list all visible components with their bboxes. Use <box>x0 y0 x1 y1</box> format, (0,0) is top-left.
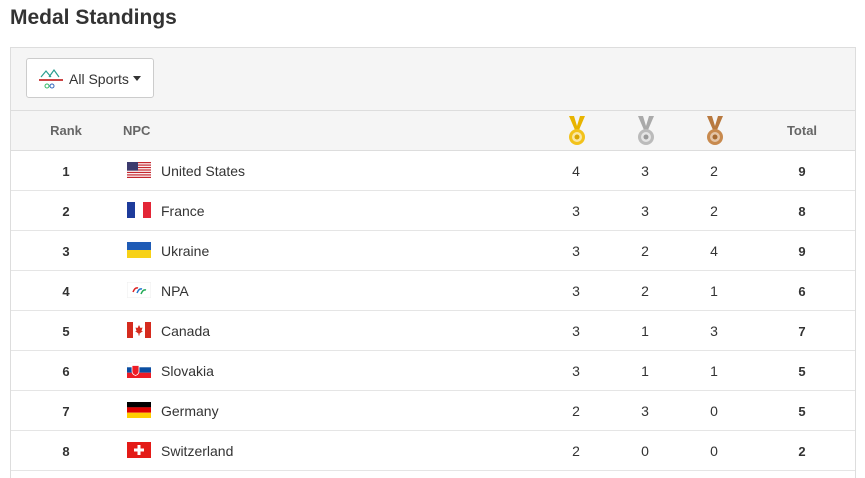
bronze-count: 0 <box>710 403 718 419</box>
bronze-count: 2 <box>710 203 718 219</box>
bronze-count: 4 <box>710 243 718 259</box>
bronze-medal-icon <box>707 116 723 145</box>
rank: 8 <box>62 444 70 459</box>
table-row[interactable]: 3 Ukraine 3 2 4 9 <box>11 231 855 271</box>
table-row[interactable]: 7 Germany 2 3 0 5 <box>11 391 855 431</box>
column-header[interactable]: NPC <box>123 123 151 138</box>
table-row[interactable]: 1 United States 4 3 2 9 <box>11 151 855 191</box>
games-logo <box>39 68 63 89</box>
total-count: 5 <box>798 364 806 379</box>
gold-count: 2 <box>572 403 580 419</box>
table-row[interactable]: 2 France 3 3 2 8 <box>11 191 855 231</box>
silver-count: 1 <box>641 363 649 379</box>
table-row[interactable]: 4 NPA 3 2 1 6 <box>11 271 855 311</box>
flag <box>127 402 151 418</box>
flag <box>127 162 151 178</box>
flag <box>127 242 151 258</box>
bronze-count: 2 <box>710 163 718 179</box>
gold-count: 3 <box>572 203 580 219</box>
table-header: Rank NPC Total <box>11 111 855 151</box>
rank: 1 <box>62 164 70 179</box>
silver-count: 1 <box>641 323 649 339</box>
total-count: 8 <box>798 204 806 219</box>
sport-filter[interactable]: All Sports <box>26 58 154 98</box>
silver-medal-icon <box>638 116 654 145</box>
gold-count: 3 <box>572 323 580 339</box>
bronze-count: 1 <box>710 363 718 379</box>
silver-count: 3 <box>641 163 649 179</box>
rank: 3 <box>62 244 70 259</box>
silver-count: 2 <box>641 243 649 259</box>
gold-count: 3 <box>572 283 580 299</box>
rank: 4 <box>62 284 70 299</box>
total-count: 2 <box>798 444 806 459</box>
flag <box>127 442 151 458</box>
toolbar: All Sports <box>11 48 855 111</box>
flag <box>127 322 151 338</box>
gold-medal-icon <box>569 116 585 145</box>
gold-count: 3 <box>572 243 580 259</box>
flag <box>127 282 151 298</box>
npc-name[interactable]: Ukraine <box>161 243 210 259</box>
npc-name[interactable]: Germany <box>161 403 219 419</box>
standings-panel: All Sports Rank NPC Total 1 United States… <box>10 47 856 478</box>
table-row[interactable]: 6 Slovakia 3 1 1 5 <box>11 351 855 391</box>
flag <box>127 362 151 378</box>
bronze-count: 1 <box>710 283 718 299</box>
total-count: 9 <box>798 244 806 259</box>
silver-count: 2 <box>641 283 649 299</box>
rank: 5 <box>62 324 70 339</box>
table-row[interactable]: 5 Canada 3 1 3 7 <box>11 311 855 351</box>
npc-name[interactable]: United States <box>161 163 246 179</box>
silver-count: 3 <box>641 203 649 219</box>
total-count: 5 <box>798 404 806 419</box>
npc-name[interactable]: France <box>161 203 205 219</box>
filter-label: All Sports <box>69 71 129 87</box>
npc-name[interactable]: Switzerland <box>161 443 234 459</box>
bronze-count: 3 <box>710 323 718 339</box>
npc-name[interactable]: NPA <box>161 283 189 299</box>
column-header[interactable]: Total <box>786 123 818 138</box>
rank: 2 <box>62 204 70 219</box>
gold-count: 2 <box>572 443 580 459</box>
silver-count: 3 <box>641 403 649 419</box>
flag <box>127 202 151 218</box>
total-count: 7 <box>798 324 806 339</box>
npc-name[interactable]: Slovakia <box>161 363 214 379</box>
table-row[interactable]: 8 Switzerland 2 0 0 2 <box>11 431 855 471</box>
caret <box>133 76 141 81</box>
gold-count: 3 <box>572 363 580 379</box>
bronze-count: 0 <box>710 443 718 459</box>
total-count: 6 <box>798 284 806 299</box>
column-header[interactable]: Rank <box>50 123 82 138</box>
gold-count: 4 <box>572 163 580 179</box>
npc-name[interactable]: Canada <box>161 323 211 339</box>
silver-count: 0 <box>641 443 649 459</box>
rank: 6 <box>62 364 70 379</box>
page-title: Medal Standings <box>10 6 177 29</box>
rank: 7 <box>62 404 70 419</box>
total-count: 9 <box>798 164 806 179</box>
